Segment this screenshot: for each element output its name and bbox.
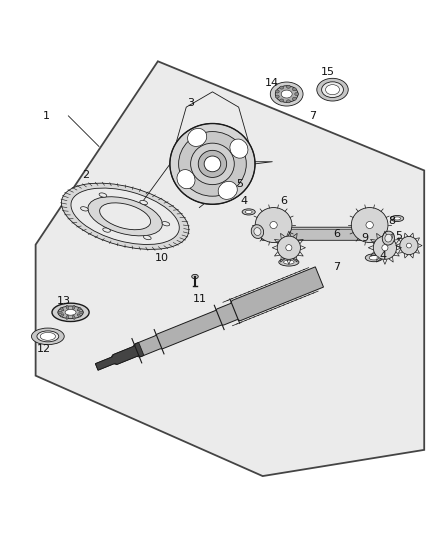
Text: 3: 3 — [187, 98, 194, 108]
Ellipse shape — [254, 228, 261, 236]
Text: 5: 5 — [237, 179, 244, 189]
Ellipse shape — [255, 207, 292, 243]
Ellipse shape — [198, 150, 226, 177]
Ellipse shape — [279, 258, 299, 266]
Ellipse shape — [251, 225, 264, 238]
FancyBboxPatch shape — [261, 227, 386, 240]
Ellipse shape — [280, 86, 284, 89]
Ellipse shape — [58, 306, 83, 319]
Ellipse shape — [162, 222, 170, 226]
Ellipse shape — [191, 143, 234, 184]
Ellipse shape — [32, 328, 64, 345]
Circle shape — [277, 236, 300, 260]
Text: 10: 10 — [155, 253, 169, 263]
Ellipse shape — [230, 139, 248, 158]
Polygon shape — [35, 61, 424, 476]
Text: 9: 9 — [362, 233, 369, 243]
Ellipse shape — [293, 98, 297, 100]
Ellipse shape — [179, 132, 246, 196]
Ellipse shape — [192, 274, 198, 279]
Ellipse shape — [60, 314, 64, 317]
Ellipse shape — [325, 85, 339, 95]
Text: 6: 6 — [333, 229, 340, 239]
Circle shape — [400, 237, 418, 255]
Text: 5: 5 — [396, 231, 403, 241]
Ellipse shape — [177, 169, 195, 189]
Ellipse shape — [385, 234, 392, 242]
Ellipse shape — [391, 215, 404, 222]
Text: 8: 8 — [388, 216, 395, 225]
Text: 2: 2 — [82, 170, 89, 180]
Ellipse shape — [37, 331, 59, 342]
Ellipse shape — [394, 217, 401, 220]
Circle shape — [286, 245, 292, 251]
Text: 14: 14 — [264, 78, 279, 88]
Ellipse shape — [366, 222, 373, 229]
Ellipse shape — [281, 90, 292, 98]
Ellipse shape — [280, 99, 284, 102]
Text: 7: 7 — [309, 111, 316, 121]
Circle shape — [382, 245, 388, 251]
Text: 7: 7 — [333, 262, 340, 271]
Ellipse shape — [77, 314, 81, 317]
Ellipse shape — [99, 203, 151, 230]
Ellipse shape — [73, 315, 75, 319]
Text: 1: 1 — [43, 111, 50, 121]
Ellipse shape — [365, 254, 383, 262]
Ellipse shape — [321, 82, 343, 98]
Text: 4: 4 — [241, 196, 248, 206]
Ellipse shape — [293, 88, 297, 91]
Ellipse shape — [187, 128, 207, 147]
Ellipse shape — [286, 85, 290, 88]
Ellipse shape — [71, 188, 179, 245]
Ellipse shape — [61, 183, 189, 249]
Ellipse shape — [286, 100, 290, 103]
Ellipse shape — [52, 303, 89, 321]
Ellipse shape — [73, 305, 75, 310]
Ellipse shape — [66, 315, 69, 319]
Ellipse shape — [295, 93, 299, 95]
Ellipse shape — [88, 197, 162, 236]
Text: 15: 15 — [321, 67, 335, 77]
Ellipse shape — [40, 333, 56, 340]
Ellipse shape — [99, 193, 107, 197]
Ellipse shape — [270, 222, 277, 229]
Text: 6: 6 — [280, 196, 287, 206]
Polygon shape — [95, 267, 324, 370]
Ellipse shape — [60, 308, 64, 311]
Text: 12: 12 — [37, 344, 51, 354]
Ellipse shape — [170, 124, 255, 204]
Text: 13: 13 — [57, 296, 71, 306]
Ellipse shape — [275, 90, 279, 93]
Polygon shape — [95, 342, 144, 370]
Ellipse shape — [275, 95, 279, 98]
Ellipse shape — [103, 228, 110, 232]
Ellipse shape — [351, 207, 388, 243]
Ellipse shape — [382, 231, 395, 245]
Ellipse shape — [144, 236, 151, 240]
Text: 11: 11 — [192, 294, 206, 304]
Ellipse shape — [284, 260, 294, 264]
Ellipse shape — [369, 256, 379, 260]
Text: 4: 4 — [379, 251, 386, 261]
Circle shape — [373, 236, 396, 260]
Ellipse shape — [317, 78, 348, 101]
Ellipse shape — [58, 311, 62, 313]
Ellipse shape — [218, 181, 237, 199]
Ellipse shape — [204, 156, 221, 172]
Ellipse shape — [140, 200, 148, 205]
Ellipse shape — [270, 82, 303, 106]
Ellipse shape — [66, 305, 69, 310]
Ellipse shape — [245, 211, 252, 213]
Ellipse shape — [77, 308, 81, 311]
Ellipse shape — [242, 209, 255, 215]
Ellipse shape — [65, 310, 76, 315]
Ellipse shape — [81, 207, 88, 211]
Circle shape — [406, 243, 411, 248]
Ellipse shape — [79, 311, 83, 313]
Ellipse shape — [276, 86, 298, 102]
